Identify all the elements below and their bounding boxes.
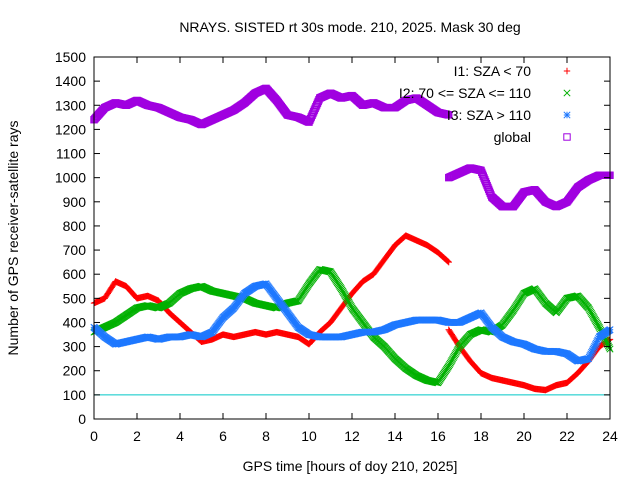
- y-tick-label: 0: [78, 411, 86, 427]
- x-tick-label: 8: [262, 428, 270, 444]
- y-tick-label: 200: [63, 363, 87, 379]
- x-axis-label: GPS time [hours of doy 210, 2025]: [243, 458, 458, 474]
- legend-label: I2: 70 <= SZA <= 110: [399, 85, 531, 101]
- legend-marker: [563, 89, 571, 97]
- series-2: [90, 265, 614, 387]
- series-3: [90, 280, 614, 365]
- x-tick-label: 18: [473, 428, 489, 444]
- y-axis-label: Number of GPS receiver-satellite rays: [5, 121, 21, 356]
- data-point: [445, 258, 452, 266]
- data-point-interp: [444, 258, 452, 265]
- x-tick-label: 22: [559, 428, 575, 444]
- x-tick-label: 0: [90, 428, 98, 444]
- y-tick-label: 1500: [55, 49, 86, 65]
- y-tick-label: 400: [63, 314, 87, 330]
- data-layer: [90, 84, 614, 394]
- y-tick-label: 500: [63, 290, 87, 306]
- y-tick-label: 600: [63, 266, 87, 282]
- x-tick-label: 16: [430, 428, 446, 444]
- x-tick-label: 4: [176, 428, 184, 444]
- x-tick-label: 24: [602, 428, 618, 444]
- series-5: [445, 164, 614, 211]
- x-tick-label: 20: [516, 428, 532, 444]
- legend-label: global: [494, 129, 531, 145]
- chart-title: NRAYS. SISTED rt 30s mode. 210, 2025. Ma…: [179, 19, 520, 35]
- legend-marker: [563, 111, 571, 119]
- y-tick-label: 1300: [55, 97, 86, 113]
- y-tick-label: 100: [63, 387, 87, 403]
- y-tick-label: 700: [63, 242, 87, 258]
- legend-label: I1: SZA < 70: [454, 63, 532, 79]
- x-tick-label: 14: [387, 428, 403, 444]
- data-point-interp: [444, 257, 451, 264]
- series-4: [90, 84, 453, 129]
- x-tick-label: 10: [301, 428, 317, 444]
- x-tick-label: 12: [344, 428, 360, 444]
- legend-marker: [563, 133, 571, 141]
- y-tick-label: 900: [63, 194, 87, 210]
- y-tick-label: 1100: [56, 146, 86, 162]
- y-tick-label: 1000: [55, 170, 86, 186]
- y-tick-label: 1400: [55, 73, 86, 89]
- y-tick-label: 300: [63, 339, 87, 355]
- legend-label: I3: SZA > 110: [447, 107, 531, 123]
- axes-layer: 0 2 4 6 8 10 12 14 16 18 20 22 240100200300400500600…: [55, 49, 618, 444]
- data-point-interp: [605, 343, 613, 352]
- y-tick-label: 1200: [55, 121, 86, 137]
- x-tick-label: 2: [133, 428, 141, 444]
- y-tick-label: 800: [63, 218, 87, 234]
- legend-marker: [563, 67, 571, 75]
- x-tick-label: 6: [219, 428, 227, 444]
